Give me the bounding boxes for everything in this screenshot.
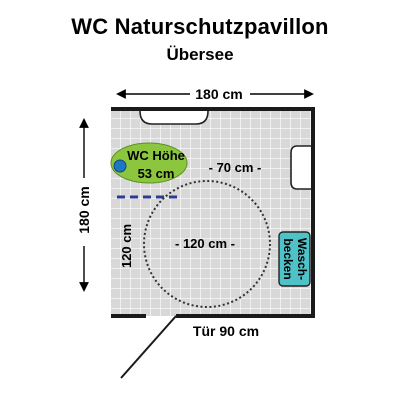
sink-label-line2: becken: [281, 238, 295, 279]
wc-toilet: [110, 142, 188, 184]
height-label: 180 cm: [76, 186, 92, 233]
width-label: 180 cm: [195, 86, 242, 102]
turning-circle: [143, 180, 271, 308]
wc-height-value: 53 cm: [138, 166, 175, 181]
room-walls: [111, 107, 315, 318]
height-dimension: 180 cm: [76, 118, 92, 292]
sink: [278, 231, 311, 287]
door-leaf: [120, 315, 177, 379]
clearance-label: 120 cm: [119, 224, 134, 268]
page-title: WC Naturschutzpavillon: [71, 14, 329, 39]
door-label: Tür 90 cm: [193, 323, 259, 339]
page-subtitle: Übersee: [166, 45, 234, 64]
sink-label-line1: Wasch-: [295, 238, 309, 280]
grab-bar: [290, 145, 311, 190]
wall-fixture: [139, 110, 209, 125]
width-dimension: 180 cm: [116, 86, 314, 102]
wc-height-label: WC Höhe: [127, 148, 185, 163]
turning-circle-label: - 120 cm -: [175, 236, 235, 251]
wc-marker: [113, 159, 127, 173]
distance-label: - 70 cm -: [209, 160, 262, 175]
